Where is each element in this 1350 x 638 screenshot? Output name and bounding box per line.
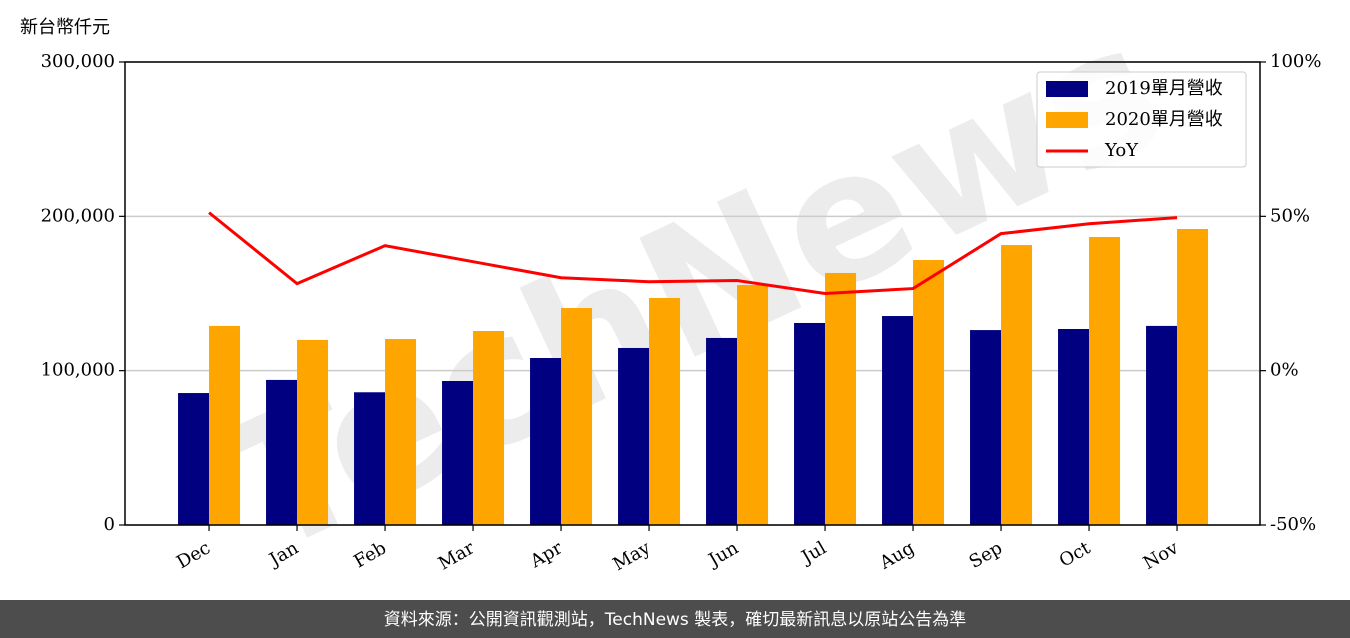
y2-tick-label: 0% [1270,360,1299,381]
bar [794,322,826,525]
bar [297,339,329,525]
y2-tick-label: -50% [1270,514,1316,535]
bar [737,285,769,525]
bar [882,316,914,525]
x-tick-label: Sep [966,537,1006,572]
x-tick-label: Mar [435,537,479,574]
bar [354,392,386,525]
bar [1058,328,1090,525]
x-tick-label: Oct [1056,537,1095,572]
legend-swatch [1046,81,1088,97]
bar [1089,237,1121,525]
y2-tick-label: 100% [1270,51,1321,72]
x-tick-label: May [609,537,654,575]
x-tick-label: Apr [526,537,566,572]
bar [825,272,857,525]
bar [913,260,945,525]
legend-swatch [1046,112,1088,128]
x-tick-label: Nov [1140,537,1183,574]
y-axis-label: 新台幣仟元 [20,17,110,38]
bar [561,308,593,525]
bar [209,325,241,525]
bar [473,331,505,525]
bar [970,330,1002,525]
bar [649,297,681,525]
plot-frame [124,61,1261,526]
y-tick-label: 100,000 [41,360,115,381]
y-tick-label: 200,000 [41,205,115,226]
line [208,211,1178,296]
y-tick-label: 300,000 [41,51,115,72]
footer-bar [0,600,1350,638]
legend-label: YoY [1104,140,1139,161]
x-tick-label: Aug [875,537,918,574]
bar [530,358,562,525]
legend-box [1036,71,1247,168]
x-tick-label: Jun [703,537,742,572]
legend-label: 2020單月營收 [1105,109,1223,130]
bar [266,379,298,525]
x-tick-label: Jul [797,537,831,569]
bar [1001,245,1033,525]
bar [178,393,210,525]
bar [1146,325,1178,525]
bar [706,337,738,525]
bar [1177,228,1209,526]
y2-tick-label: 50% [1270,205,1310,226]
legend-label: 2019單月營收 [1105,78,1223,99]
footer: 資料來源：公開資訊觀測站，TechNews 製表，確切最新訊息以原站公告為準 [384,610,966,630]
bar [618,347,650,525]
bar [385,339,417,525]
y-tick-label: 0 [104,514,115,535]
x-tick-label: Dec [173,537,214,573]
bar [442,381,474,525]
